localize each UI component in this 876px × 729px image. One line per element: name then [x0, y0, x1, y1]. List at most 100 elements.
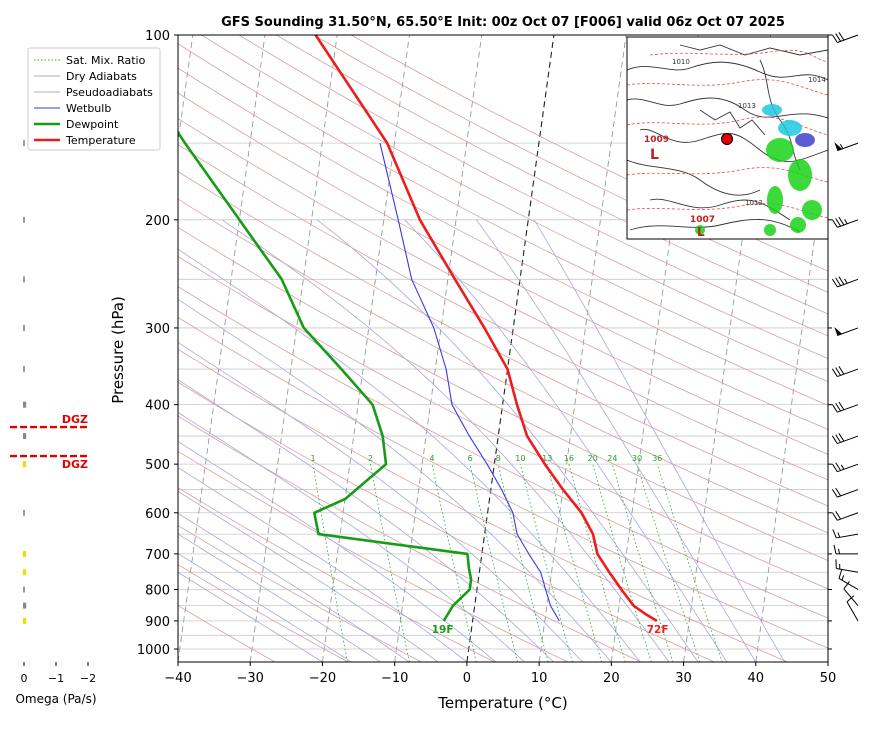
wind-barb: [832, 511, 858, 520]
wind-barb: [832, 463, 858, 472]
mixing-ratio-label: 20: [588, 454, 598, 463]
inset-low-symbol: L: [650, 147, 659, 163]
pseudoadiabat-line: [0, 220, 582, 662]
wind-barb-half-flag: [841, 465, 844, 469]
surface-dewpoint-label: 19F: [432, 624, 454, 636]
x-tick-label: −20: [309, 671, 336, 686]
pseudoadiabat-line: [222, 220, 669, 662]
legend-label: Dewpoint: [66, 118, 119, 131]
surface-temperature-label: 72F: [647, 624, 669, 636]
isotherm-line: [539, 35, 626, 662]
omega-bar: [23, 569, 26, 575]
wind-barb: [834, 545, 858, 554]
wind-barb-half-flag: [842, 575, 844, 580]
wind-barb: [834, 327, 858, 335]
y-axis-label: Pressure (hPa): [109, 296, 127, 404]
mixing-ratio-label: 4: [430, 454, 435, 463]
x-tick-label: 10: [531, 671, 548, 686]
omega-tick-label: −2: [80, 672, 96, 685]
omega-bar: [23, 551, 26, 557]
mixing-ratio-label: 24: [607, 454, 617, 463]
y-tick-label: 300: [145, 322, 170, 337]
isotherm-line: [828, 35, 876, 662]
mixing-ratio-label: 30: [632, 454, 642, 463]
omega-tick-label: −1: [48, 672, 64, 685]
mixing-ratio-label: 10: [515, 454, 525, 463]
omega-bar: [23, 402, 26, 408]
pseudoadiabat-line: [60, 220, 612, 662]
wind-barb: [839, 570, 858, 590]
wind-barb: [832, 277, 858, 287]
omega-axis-label: Omega (Pa/s): [15, 692, 96, 706]
omega-bar: [23, 510, 25, 516]
y-tick-label: 900: [145, 615, 170, 630]
x-tick-label: 0: [463, 671, 471, 686]
x-tick-label: 40: [748, 671, 765, 686]
wind-barb: [832, 32, 858, 42]
omega-bar: [23, 603, 26, 609]
x-axis-label: Temperature (°C): [437, 694, 567, 712]
x-tick-label: 50: [820, 671, 837, 686]
x-tick-label: 20: [603, 671, 620, 686]
wind-barb: [832, 433, 858, 443]
omega-bar: [23, 217, 25, 223]
y-tick-label: 200: [145, 214, 170, 229]
mixing-ratio-label: 8: [496, 454, 501, 463]
wind-barb-half-flag: [838, 533, 840, 538]
dgz-label: DGZ: [62, 458, 88, 471]
pseudoadiabat-line: [0, 220, 525, 662]
inset-pressure-label: 1010: [672, 58, 690, 66]
wind-barb: [833, 529, 858, 538]
inset-pressure-label: 1007: [690, 215, 715, 225]
x-tick-label: −40: [164, 671, 191, 686]
inset-precip-area: [778, 120, 802, 136]
omega-bar: [23, 276, 25, 282]
mixing-ratio-line: [520, 464, 572, 662]
wind-barb: [832, 217, 858, 227]
inset-precip-area: [802, 200, 822, 220]
chart-title: GFS Sounding 31.50°N, 65.50°E Init: 00z …: [221, 15, 785, 30]
legend-label: Sat. Mix. Ratio: [66, 54, 146, 67]
dgz-label: DGZ: [62, 413, 88, 426]
inset-precip-area: [762, 104, 782, 116]
wind-barb: [832, 366, 858, 376]
location-marker: [722, 134, 733, 145]
x-tick-label: −10: [381, 671, 408, 686]
wind-barb: [834, 142, 858, 150]
inset-pressure-label: 1014: [808, 76, 826, 84]
pseudoadiabat-line: [0, 220, 409, 662]
mixing-ratio-line: [593, 464, 652, 662]
wind-barb-flag: [833, 529, 837, 538]
pseudoadiabat-line: [0, 220, 380, 662]
x-tick-label: 30: [675, 671, 692, 686]
legend-label: Dry Adiabats: [66, 70, 137, 83]
wind-barb: [832, 488, 858, 497]
inset-precip-area: [788, 159, 812, 191]
inset-pressure-label: 1013: [738, 102, 756, 110]
legend-label: Wetbulb: [66, 102, 111, 115]
y-tick-label: 800: [145, 583, 170, 598]
mixing-ratio-label: 36: [652, 454, 662, 463]
wind-barb-staff: [847, 602, 858, 621]
legend-label: Temperature: [65, 134, 136, 147]
mixing-ratio-label: 2: [368, 454, 373, 463]
y-tick-label: 700: [145, 548, 170, 563]
wind-barb-half-flag: [845, 279, 848, 283]
y-tick-label: 1000: [137, 643, 170, 658]
omega-bar: [23, 586, 25, 592]
omega-bar: [23, 366, 25, 372]
legend-label: Pseudoadiabats: [66, 86, 153, 99]
legend: Sat. Mix. Ratio Dry Adiabats Pseudoadiabat…: [28, 48, 160, 150]
wind-barb-flag: [834, 545, 836, 554]
y-tick-label: 600: [145, 507, 170, 522]
inset-low-symbol: L: [697, 225, 705, 239]
inset-precip-area: [767, 186, 783, 214]
mixing-ratio-label: 1: [311, 454, 316, 463]
x-tick-label: −30: [237, 671, 264, 686]
y-tick-label: 400: [145, 399, 170, 414]
y-tick-label: 500: [145, 458, 170, 473]
wind-barb: [836, 559, 858, 572]
